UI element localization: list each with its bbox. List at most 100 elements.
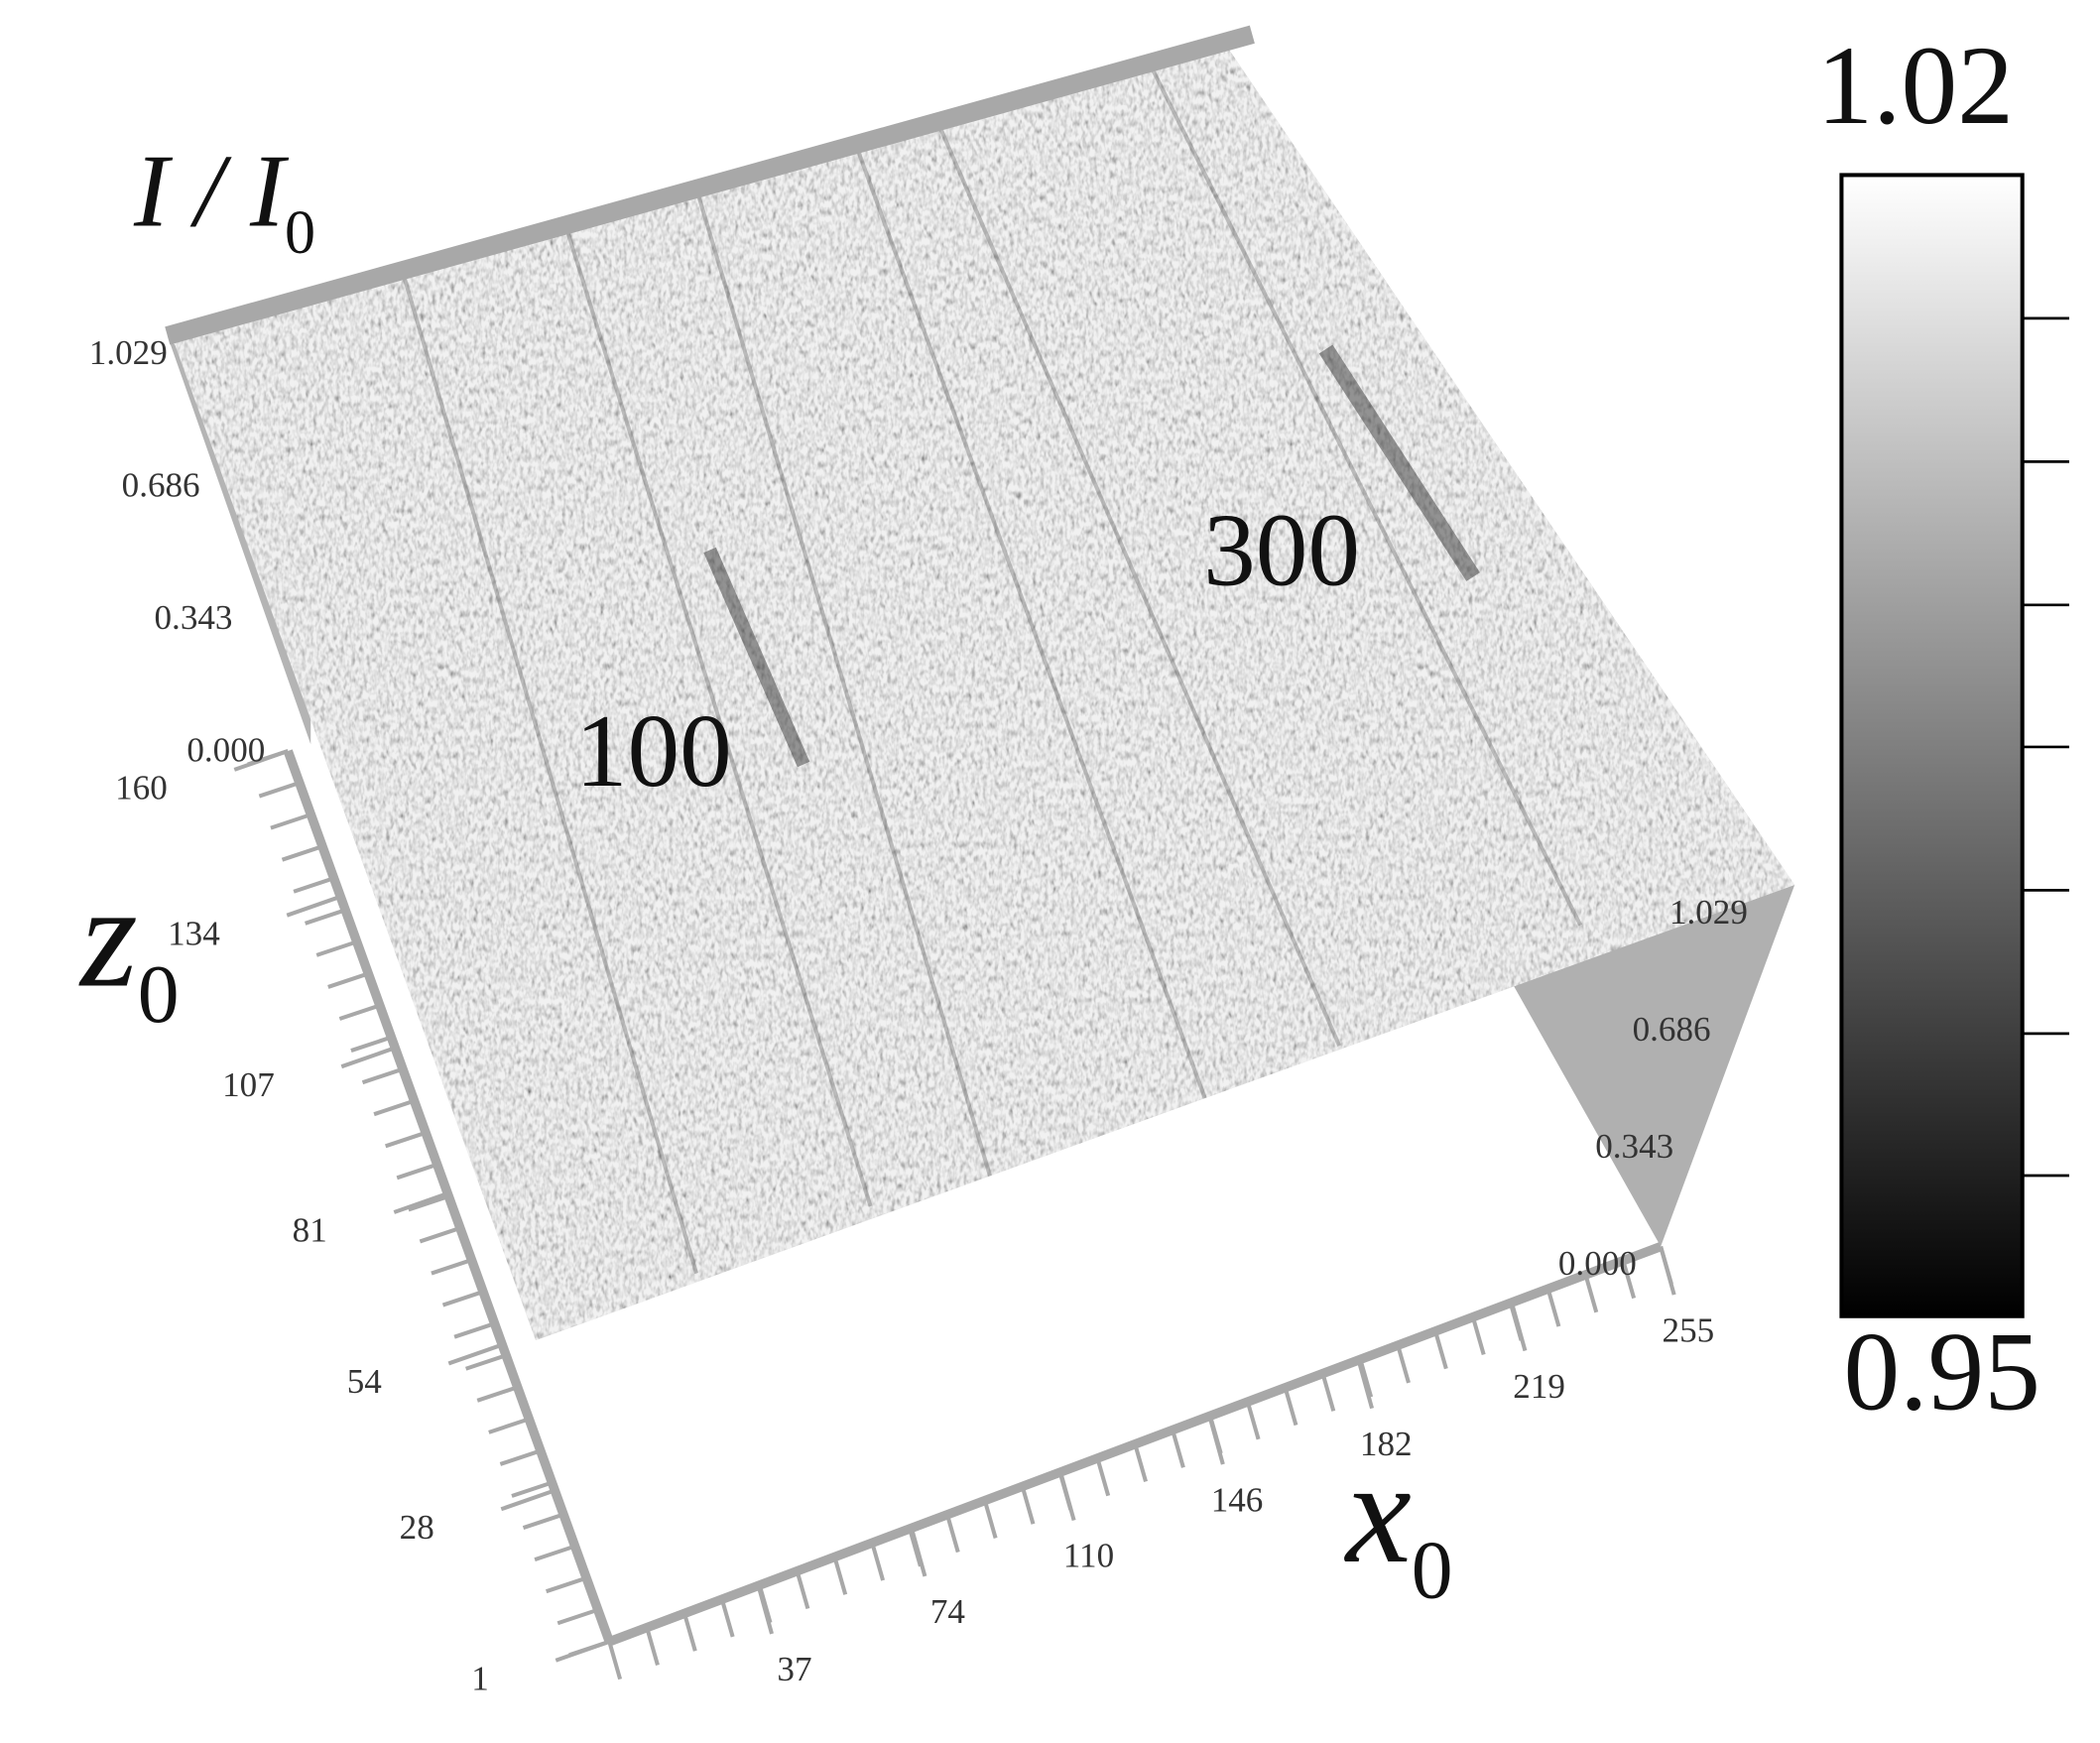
x-tick: [1058, 1471, 1076, 1522]
z-minor-tick: [488, 1417, 530, 1434]
colorbar-max-label: 1.02: [1816, 23, 2013, 148]
v-axis-label: I / I0: [133, 133, 315, 268]
colorbar-min-label: 0.95: [1843, 1308, 2039, 1433]
x-tick-label: 146: [1211, 1480, 1264, 1519]
z-minor-tick: [546, 1575, 587, 1594]
z-tick: [500, 1488, 556, 1512]
z-minor-tick: [270, 812, 312, 830]
z-tick: [555, 1639, 610, 1663]
x-minor-tick: [1245, 1401, 1261, 1440]
z-minor-tick: [293, 876, 335, 894]
z-minor-tick: [522, 1512, 564, 1530]
surface-walls: [167, 335, 1795, 1247]
z-minor-tick: [408, 1193, 449, 1212]
axes: 37 74 110 146 182 219 255 1 28 54 81 107 134 160 0.000…: [89, 333, 1748, 1698]
surface: [174, 34, 1795, 1341]
annotation: 300: [1203, 491, 1360, 607]
v-tick-label: 0.343: [155, 598, 233, 637]
x-minor-tick: [1621, 1260, 1637, 1300]
v-tick-label: 0.000: [186, 731, 265, 770]
v-tick-label: 1.029: [89, 333, 168, 372]
x-minor-tick: [1396, 1344, 1411, 1384]
z-minor-tick: [385, 1130, 427, 1149]
z-minor-tick: [431, 1258, 473, 1276]
x-minor-tick: [832, 1556, 848, 1595]
z-tick-label: 1: [471, 1659, 489, 1697]
z-tick-label: 107: [222, 1065, 275, 1104]
z-minor-tick: [338, 1003, 381, 1021]
v-tick-label: 0.000: [1558, 1244, 1637, 1283]
x-tick-label: 219: [1513, 1367, 1565, 1406]
x-tick: [1356, 1359, 1375, 1410]
left-wall: [167, 335, 311, 745]
z-minor-tick: [465, 1353, 507, 1371]
surface-feature: [1318, 344, 1480, 581]
x-tick: [1659, 1245, 1676, 1296]
z-minor-tick: [396, 1162, 438, 1181]
z-minor-tick: [304, 908, 346, 926]
x-minor-tick: [945, 1514, 960, 1554]
v-tick-label: 0.343: [1595, 1127, 1673, 1166]
x-minor-tick: [870, 1542, 886, 1581]
z-minor-tick: [499, 1448, 542, 1466]
z-tick: [233, 749, 289, 772]
z-minor-tick: [350, 1035, 393, 1054]
z-tick: [447, 1342, 503, 1366]
x-minor-tick: [982, 1500, 998, 1539]
z-minor-tick: [556, 1607, 599, 1626]
z-tick-label: 160: [115, 769, 168, 808]
z-minor-tick: [453, 1321, 496, 1339]
x-minor-tick: [607, 1641, 623, 1681]
z-tick: [286, 894, 341, 918]
x-minor-tick: [1020, 1485, 1036, 1525]
z-axis-line: [283, 749, 614, 1644]
right-wall: [1513, 885, 1795, 1247]
top-edge: [165, 25, 1255, 345]
x-tick-label: 255: [1663, 1310, 1715, 1349]
v-tick-label: 0.686: [1633, 1010, 1711, 1049]
x-minor-tick: [1095, 1457, 1111, 1497]
z-tick-label: 134: [168, 914, 220, 952]
annotation: 100: [575, 692, 732, 809]
z-minor-tick: [476, 1385, 519, 1403]
x-tick: [909, 1527, 927, 1577]
x-tick-label: 37: [777, 1650, 811, 1688]
x-minor-tick: [1545, 1288, 1561, 1327]
x-tick: [1207, 1415, 1225, 1465]
x-minor-tick: [795, 1570, 810, 1610]
x-minor-tick: [1470, 1316, 1486, 1356]
x-minor-tick: [682, 1612, 697, 1652]
z-minor-tick: [361, 1066, 404, 1085]
x-axis-label-text: x: [1344, 1432, 1412, 1594]
z-minor-tick: [373, 1098, 416, 1117]
z-axis-label-text: z: [78, 856, 138, 1019]
x-minor-tick: [645, 1627, 660, 1666]
z-tick: [393, 1191, 448, 1214]
z-axis-label: z0: [78, 856, 180, 1041]
z-tick-label: 81: [293, 1211, 327, 1250]
z-minor-tick: [419, 1226, 461, 1244]
z-tick: [340, 1046, 396, 1069]
colorbar-gradient: [1839, 173, 2025, 1318]
colorbar-ticks: [2022, 316, 2069, 1178]
colorbar: 1.02 0.95: [1816, 23, 2069, 1433]
x-minor-tick: [1283, 1387, 1298, 1427]
v-axis-label-text: I / I: [133, 133, 290, 249]
z-minor-tick: [441, 1290, 484, 1307]
x-minor-tick: [719, 1598, 735, 1638]
z-minor-tick: [281, 844, 323, 862]
z-minor-tick: [534, 1544, 576, 1562]
v-tick-label: 0.686: [122, 465, 200, 504]
v-axis-label-sub: 0: [285, 199, 315, 267]
surface-stripes: [400, 66, 1582, 1275]
z-minor-tick: [315, 939, 358, 957]
x-minor-tick: [1433, 1330, 1448, 1370]
surface-texture: [174, 34, 1795, 1341]
x-tick: [756, 1584, 774, 1635]
z-tick-label: 28: [400, 1508, 434, 1547]
z-tick-label: 54: [347, 1362, 382, 1401]
x-minor-tick: [1171, 1429, 1185, 1468]
x-tick: [1509, 1302, 1528, 1352]
x-tick-label: 74: [930, 1592, 965, 1631]
x-tick-label: 182: [1360, 1425, 1413, 1463]
